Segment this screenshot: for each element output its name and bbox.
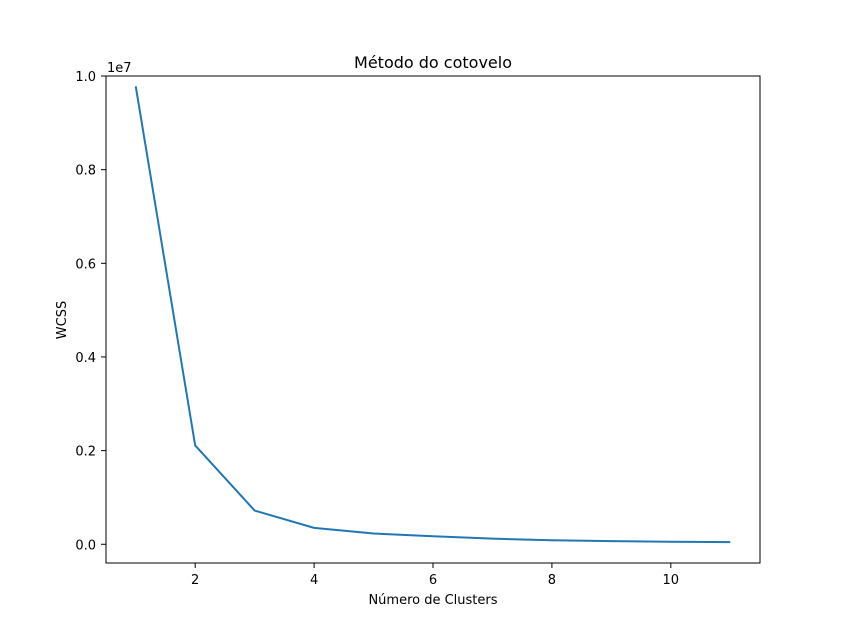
x-tick-label: 8	[548, 573, 556, 588]
y-tick-label: 0.4	[75, 351, 96, 366]
y-tick-label: 0.6	[75, 257, 96, 272]
chart-title: Método do cotovelo	[354, 53, 512, 72]
x-tick-label: 6	[429, 573, 437, 588]
y-axis-ticks: 0.0 0.2 0.4 0.6 0.8 1.0	[75, 70, 106, 553]
y-axis-label: WCSS	[55, 301, 70, 339]
series-layer	[134, 86, 731, 544]
y-tick-label: 0.2	[75, 445, 96, 460]
y-tick-label: 0.8	[75, 164, 96, 179]
x-tick-label: 4	[310, 573, 318, 588]
x-tick-label: 10	[663, 573, 680, 588]
x-axis-label: Número de Clusters	[368, 593, 497, 608]
x-axis-ticks: 2 4 6 8 10	[191, 563, 679, 588]
y-offset-label: 1e7	[107, 61, 132, 76]
y-tick-label: 1.0	[75, 70, 96, 85]
plot-area	[105, 75, 761, 564]
y-tick-label: 0.0	[75, 538, 96, 553]
x-tick-label: 2	[191, 573, 199, 588]
